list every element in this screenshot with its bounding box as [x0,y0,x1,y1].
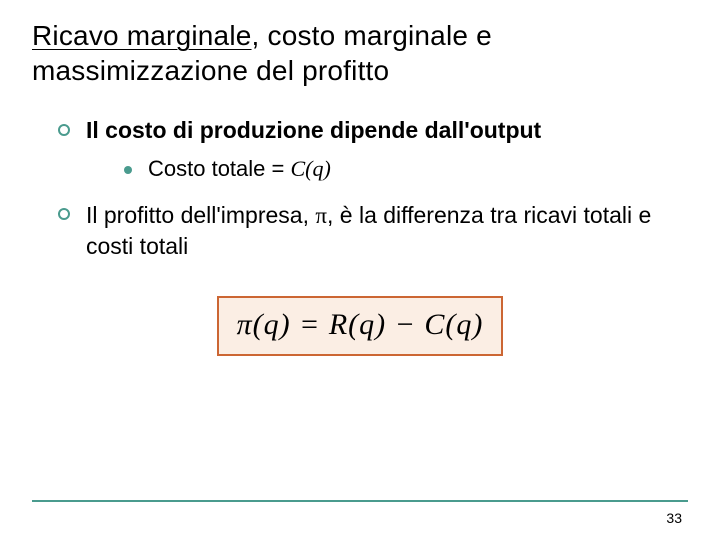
sub-bullet-1: Costo totale = C(q) [124,156,688,182]
bullet-2-text: Il profitto dell'impresa, π, è la differ… [86,200,688,262]
bullet-2: Il profitto dell'impresa, π, è la differ… [32,200,688,262]
bullet-dot-icon [124,166,132,174]
sub-bullet-1-text: Costo totale = C(q) [148,156,331,182]
profit-formula: π(q) = R(q) − C(q) [237,308,484,342]
bullet-circle-icon [58,208,70,220]
slide-title: Ricavo marginale, costo marginale e mass… [32,18,688,88]
bullet-1-text: Il costo di produzione dipende dall'outp… [86,116,541,146]
sub-prefix: Costo totale = [148,156,290,181]
formula-container: π(q) = R(q) − C(q) [32,296,688,356]
page-number: 33 [666,510,682,526]
bullet-1: Il costo di produzione dipende dall'outp… [32,116,688,146]
title-underlined: Ricavo marginale [32,20,252,51]
pi-symbol: π [315,203,327,228]
slide: Ricavo marginale, costo marginale e mass… [0,0,720,540]
b2a: Il profitto dell'impresa, [86,202,315,228]
formula-box: π(q) = R(q) − C(q) [217,296,504,356]
bullet-circle-icon [58,124,70,136]
footer-divider [32,500,688,502]
sub-formula: C(q) [290,156,330,181]
